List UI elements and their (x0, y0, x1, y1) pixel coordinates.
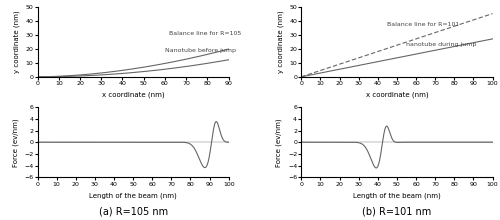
Text: Balance line for R=101: Balance line for R=101 (388, 22, 460, 27)
X-axis label: Length of the beam (nm): Length of the beam (nm) (89, 192, 177, 199)
Text: nanotube during jump: nanotube during jump (406, 42, 477, 47)
Y-axis label: Force (ev/nm): Force (ev/nm) (12, 118, 18, 167)
X-axis label: x coordinate (nm): x coordinate (nm) (102, 92, 164, 98)
Text: Nanotube before jump: Nanotube before jump (165, 48, 236, 53)
Y-axis label: y coordinate (nm): y coordinate (nm) (14, 10, 20, 73)
Text: Balance line for R=105: Balance line for R=105 (169, 31, 242, 36)
Y-axis label: y coordinate (nm): y coordinate (nm) (277, 10, 283, 73)
Y-axis label: Force (ev/nm): Force (ev/nm) (276, 118, 282, 167)
Text: (b) R=101 nm: (b) R=101 nm (362, 206, 432, 216)
X-axis label: Length of the beam (nm): Length of the beam (nm) (353, 192, 441, 199)
Text: (a) R=105 nm: (a) R=105 nm (98, 206, 168, 216)
X-axis label: x coordinate (nm): x coordinate (nm) (366, 92, 428, 98)
